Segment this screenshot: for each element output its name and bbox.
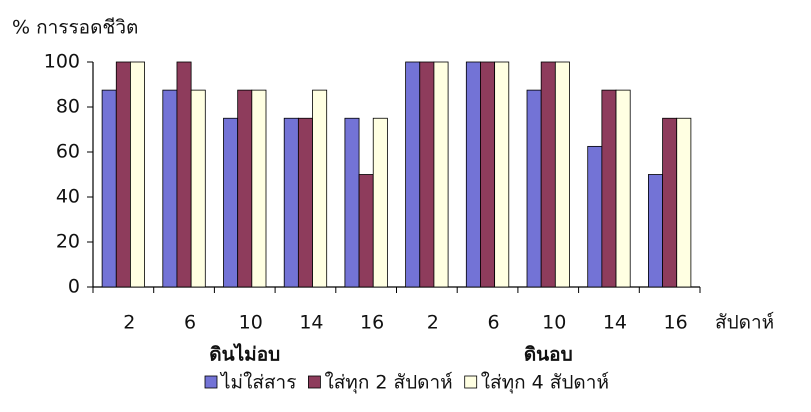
- y-tick-label: 40: [56, 186, 80, 208]
- bar: [433, 61, 449, 288]
- x-tick-label: 16: [360, 312, 384, 334]
- bar: [615, 89, 631, 288]
- bar: [676, 117, 692, 288]
- x-tick-label: 10: [239, 312, 263, 334]
- x-tick-label: 2: [123, 312, 135, 334]
- bar: [662, 117, 678, 288]
- legend-label: ไม่ใส่สาร: [219, 372, 296, 394]
- group-label: ดินอบ: [524, 344, 573, 366]
- x-tick-label: 14: [603, 312, 627, 334]
- bar: [540, 61, 556, 288]
- y-tick-label: 60: [56, 141, 80, 163]
- bar: [283, 117, 299, 288]
- bar: [465, 61, 481, 288]
- y-tick-label: 0: [68, 276, 80, 298]
- y-tick-label: 100: [44, 51, 80, 73]
- bar: [101, 89, 117, 288]
- bar: [190, 89, 206, 288]
- x-tick-label: 16: [664, 312, 688, 334]
- legend-label: ใส่ทุก 2 สัปดาห์: [324, 372, 452, 395]
- bar: [480, 61, 496, 288]
- legend-swatch: [308, 375, 321, 389]
- bar: [312, 89, 328, 288]
- bar: [526, 89, 542, 288]
- bar: [251, 89, 267, 288]
- bar: [344, 117, 360, 288]
- x-tick-label: 14: [299, 312, 323, 334]
- bar: [601, 89, 617, 288]
- bar: [115, 61, 131, 288]
- legend-swatch: [204, 375, 218, 389]
- bar: [130, 61, 145, 288]
- bar: [176, 61, 192, 288]
- bar: [419, 61, 435, 288]
- bar: [372, 117, 388, 288]
- bar: [297, 117, 313, 288]
- bar: [587, 145, 603, 288]
- x-tick-label: 10: [542, 312, 566, 334]
- bar: [405, 61, 421, 288]
- group-label: ดินไม่อบ: [209, 343, 280, 366]
- bar: [648, 174, 663, 288]
- x-tick-label: 6: [184, 312, 196, 334]
- y-tick-label: 20: [56, 231, 80, 253]
- x-tick-label: 6: [488, 312, 500, 334]
- x-tick-label: 2: [427, 312, 439, 334]
- bar: [162, 89, 178, 288]
- bar: [554, 61, 570, 288]
- y-axis-label: % การรอดชีวิต: [12, 17, 138, 39]
- bar: [223, 117, 239, 288]
- legend-label: ใส่ทุก 4 สัปดาห์: [481, 372, 609, 395]
- legend-swatch: [464, 375, 478, 389]
- bar: [494, 61, 510, 288]
- y-tick-label: 80: [56, 96, 80, 118]
- x-axis-label: สัปดาห์: [715, 312, 774, 334]
- bar: [358, 174, 374, 288]
- bar: [237, 89, 253, 288]
